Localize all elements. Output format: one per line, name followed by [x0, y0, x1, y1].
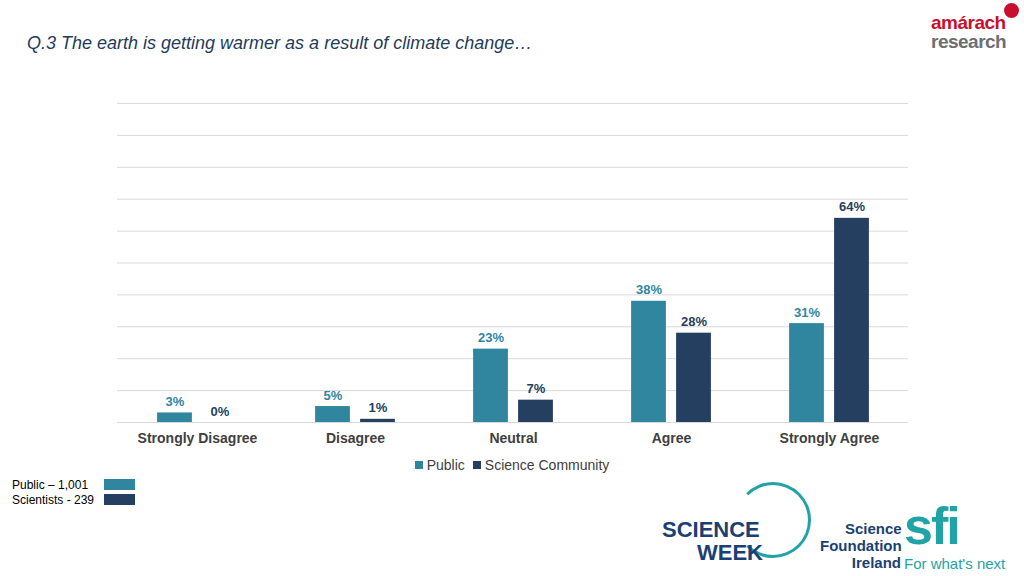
svg-text:Strongly Disagree: Strongly Disagree	[138, 430, 258, 446]
html-text:Scientists - 239: Scientists - 239	[12, 493, 94, 507]
html-text:Science Community: Science Community	[484, 457, 610, 473]
html-text:SCIENCE: SCIENCE	[662, 517, 760, 542]
svg-text:Disagree: Disagree	[326, 430, 385, 446]
html-text:sfi: sfi	[904, 497, 959, 555]
html-text:Science: Science	[845, 520, 902, 537]
svg-text:23%: 23%	[478, 330, 504, 345]
html-text:research: research	[931, 31, 1007, 52]
html-text:Q.3 The earth is getting warme: Q.3 The earth is getting warmer as a res…	[27, 33, 533, 53]
svg-text:Agree: Agree	[652, 430, 692, 446]
html-text:Public – 1,001: Public – 1,001	[12, 478, 89, 492]
html-text:Ireland: Ireland	[851, 554, 901, 571]
svg-text:31%: 31%	[794, 305, 820, 320]
svg-text:38%: 38%	[636, 282, 662, 297]
svg-text:7%: 7%	[527, 381, 546, 396]
svg-text:28%: 28%	[681, 314, 707, 329]
html-text:For what's next: For what's next	[904, 555, 1006, 572]
svg-text:0%: 0%	[211, 404, 230, 419]
svg-text:1%: 1%	[369, 400, 388, 415]
svg-text:Neutral: Neutral	[489, 430, 537, 446]
svg-text:5%: 5%	[324, 388, 343, 403]
html-text:amárach: amárach	[931, 12, 1006, 33]
svg-text:3%: 3%	[166, 394, 185, 409]
html-text:Foundation: Foundation	[820, 537, 902, 554]
html-text:WEEK: WEEK	[697, 540, 763, 565]
svg-text:64%: 64%	[839, 199, 865, 214]
svg-text:Strongly Agree: Strongly Agree	[780, 430, 880, 446]
html-text:Public: Public	[426, 457, 465, 473]
